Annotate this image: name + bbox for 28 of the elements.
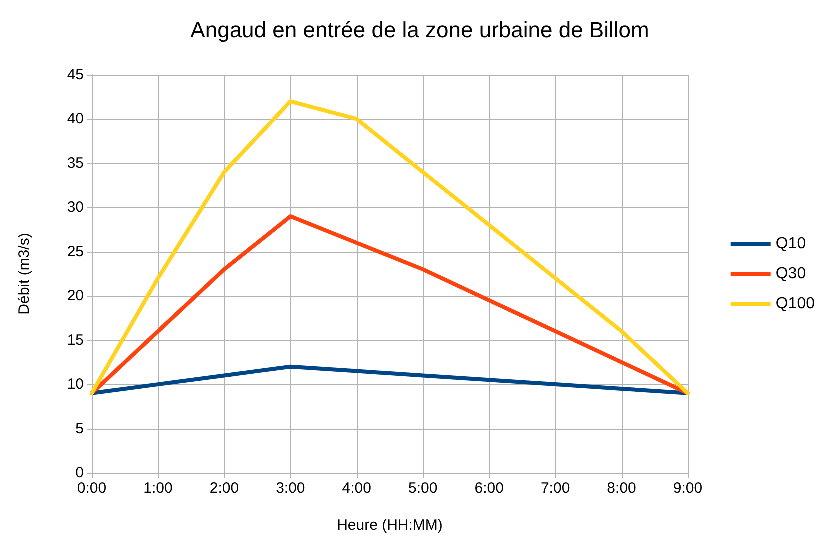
- y-tick-label: 0: [76, 464, 84, 482]
- y-tick-label: 30: [67, 199, 84, 216]
- x-tick-label: 2:00: [210, 480, 240, 497]
- y-tick-label: 25: [67, 243, 84, 260]
- x-tick-label: 4:00: [342, 480, 372, 497]
- y-tick-label: 5: [76, 420, 84, 438]
- y-tick-label: 35: [67, 154, 84, 172]
- x-tick-label: 6:00: [474, 480, 504, 497]
- y-axis-title: Débit (m3/s): [16, 233, 33, 315]
- x-tick-label: 9:00: [673, 480, 703, 497]
- x-tick-label: 7:00: [540, 480, 570, 497]
- line-series: [90, 364, 690, 396]
- y-tick-label: 40: [67, 110, 84, 128]
- x-tick-label: 0:00: [77, 480, 107, 497]
- x-axis-title: Heure (HH:MM): [337, 517, 443, 534]
- legend-label: Q10: [776, 236, 806, 252]
- chart-title: Angaud en entrée de la zone urbaine de Billom: [190, 18, 650, 42]
- x-tick-label: 1:00: [144, 480, 173, 497]
- x-tick-label: 3:00: [276, 480, 306, 497]
- legend-label: Q30: [776, 266, 806, 282]
- line-series: [90, 100, 690, 396]
- x-tick-label: 8:00: [607, 480, 636, 497]
- y-tick-label: 20: [67, 288, 84, 305]
- y-tick-label: 15: [67, 332, 84, 349]
- legend-label: Q100: [776, 296, 816, 312]
- y-tick-label: 45: [67, 66, 84, 84]
- y-tick-label: 10: [67, 376, 84, 394]
- x-tick-label: 5:00: [408, 480, 438, 497]
